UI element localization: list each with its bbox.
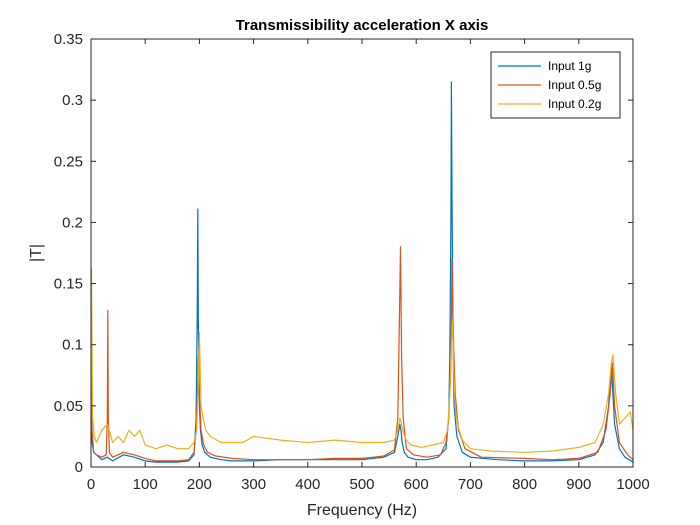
y-tick-label: 0 (75, 459, 83, 476)
x-tick-label: 500 (349, 476, 374, 493)
legend: Input 1g Input 0.5g Input 0.2g (490, 51, 621, 119)
series-line-3 (91, 268, 633, 453)
legend-label-1: Input 1g (548, 59, 591, 73)
series-layer (91, 81, 633, 463)
x-tick-label: 900 (566, 476, 591, 493)
x-tick-label: 1000 (616, 476, 649, 493)
y-tick-label: 0.1 (62, 337, 83, 354)
y-tick-label: 0.3 (62, 92, 83, 109)
x-axis-label: Frequency (Hz) (307, 502, 417, 519)
x-tick-label: 100 (133, 476, 158, 493)
x-tick-label: 800 (512, 476, 537, 493)
axes-box (90, 38, 634, 468)
tick-layer: 0 100 200 300 400 500 600 700 800 900 1000 0 0.05 0.1… (54, 31, 650, 493)
chart-title: Transmissibility acceleration X axis (236, 17, 489, 34)
legend-label-3: Input 0.2g (548, 97, 601, 111)
series-line-2 (91, 246, 633, 462)
x-tick-label: 0 (87, 476, 95, 493)
y-tick-label: 0.35 (54, 31, 83, 48)
x-tick-label: 700 (458, 476, 483, 493)
series-line-1 (91, 81, 633, 463)
x-tick-label: 200 (187, 476, 212, 493)
legend-label-2: Input 0.5g (548, 78, 601, 92)
y-tick-label: 0.2 (62, 214, 83, 231)
y-axis-label: |T| (28, 244, 45, 262)
x-tick-label: 600 (404, 476, 429, 493)
y-tick-label: 0.05 (54, 398, 83, 415)
y-tick-label: 0.25 (54, 153, 83, 170)
y-tick-label: 0.15 (54, 276, 83, 293)
x-tick-label: 300 (241, 476, 266, 493)
x-tick-label: 400 (295, 476, 320, 493)
